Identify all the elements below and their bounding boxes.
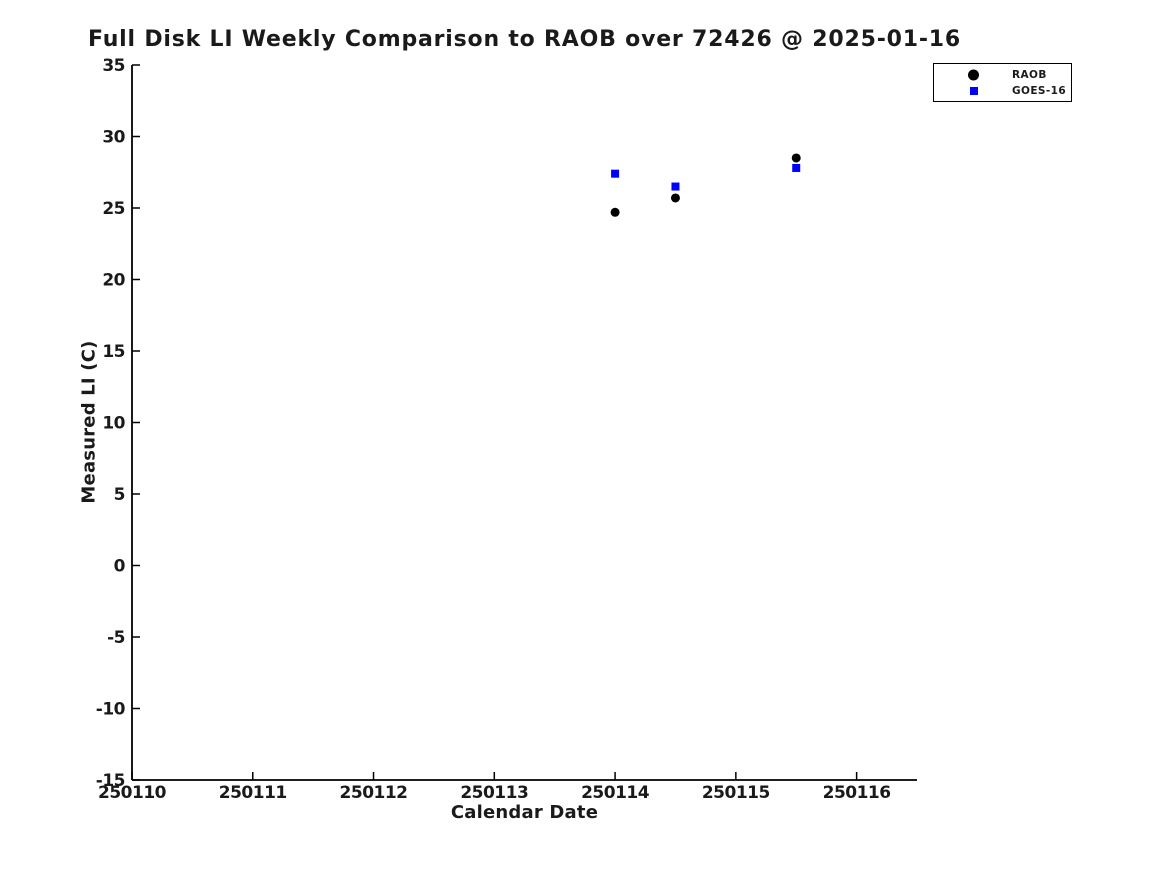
legend-item-raob: RAOB [934,67,1071,83]
data-point-raob [670,193,680,203]
chart-title: Full Disk LI Weekly Comparison to RAOB o… [87,27,962,52]
legend-label-goes-16: GOES-16 [1012,85,1067,97]
y-tick-label: -15 [96,771,125,791]
legend-item-goes-16: GOES-16 [934,83,1071,99]
y-tick-label: 5 [114,485,125,505]
goes-16-square-marker-icon [970,87,978,95]
y-tick-label: 10 [102,414,125,434]
y-axis-label: Measured LI (C) [78,340,100,504]
y-tick-label: -5 [107,628,125,648]
y-tick-label: -10 [96,700,126,720]
x-tick-label: 250113 [460,783,528,803]
data-point-goes-16 [671,182,680,191]
x-tick-label: 250111 [219,783,287,803]
data-point-goes-16 [792,163,801,172]
data-point-raob [791,153,801,163]
y-tick-label: 30 [102,128,125,148]
x-tick-label: 250115 [702,783,770,803]
y-tick-label: 15 [102,342,125,362]
x-tick-label: 250110 [98,783,167,803]
x-tick-label: 250114 [581,783,650,803]
x-tick-label: 250116 [823,783,891,803]
raob-circle-marker-icon [968,69,979,81]
y-tick-label: 0 [114,557,126,577]
x-axis-label: Calendar Date [450,802,599,823]
y-tick-label: 20 [102,271,125,291]
legend-label-raob: RAOB [1012,69,1047,81]
y-tick-label: 35 [102,56,125,76]
x-tick-label: 250112 [340,783,408,803]
legend: RAOB GOES-16 [933,63,1072,102]
data-point-raob [610,207,620,217]
data-point-goes-16 [611,169,620,178]
y-tick-label: 25 [102,199,125,219]
